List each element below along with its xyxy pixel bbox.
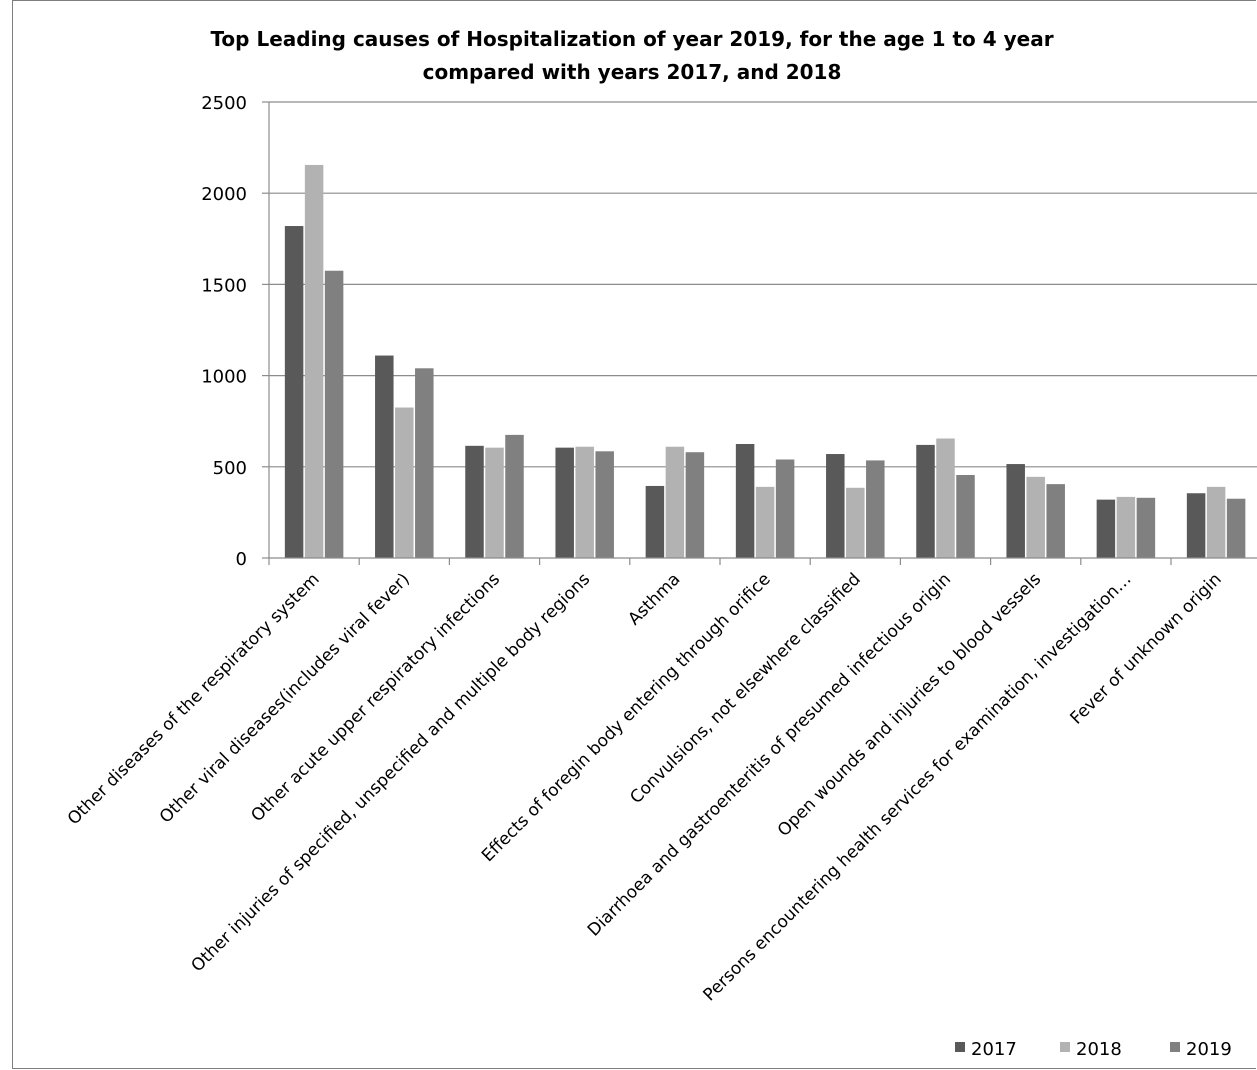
- bar-2019-5: [685, 452, 705, 558]
- gridlines: [262, 101, 1257, 559]
- x-category-label: Asthma: [624, 569, 684, 629]
- legend-swatch-2017: [955, 1042, 965, 1052]
- chart-title-line-2: compared with years 2017, and 2018: [423, 60, 842, 84]
- bar-2018-3: [485, 447, 504, 558]
- y-tick-label: 0: [236, 549, 247, 570]
- legend-swatch-2018: [1060, 1042, 1070, 1052]
- legend-swatch-2019: [1170, 1042, 1180, 1052]
- bar-2017-1: [284, 226, 304, 559]
- x-axis-category-labels: Other diseases of the respiratory system…: [64, 569, 1226, 1005]
- bar-2019-9: [1046, 484, 1065, 558]
- y-tick-label: 500: [213, 458, 247, 479]
- bar-2017-5: [645, 485, 665, 558]
- bar-2017-11: [1186, 493, 1206, 558]
- bar-2018-11: [1206, 486, 1226, 558]
- bar-2018-4: [575, 446, 594, 558]
- bar-2019-1: [324, 270, 344, 558]
- legend-label: 2018: [1076, 1039, 1122, 1060]
- y-axis-tick-labels: 0 500 1000 1500 2000 2500: [201, 93, 247, 570]
- bar-2019-7: [866, 460, 885, 558]
- bar-2017-2: [375, 355, 394, 558]
- bar-2019-8: [956, 475, 975, 558]
- bars: [284, 164, 1246, 559]
- legend-label: 2019: [1186, 1039, 1232, 1060]
- bar-2017-3: [465, 445, 484, 558]
- bar-2017-4: [555, 447, 574, 558]
- chart-frame: [12, 0, 1256, 1069]
- bar-2018-6: [755, 486, 775, 558]
- bar-2018-7: [846, 487, 865, 558]
- x-category-label: Persons encountering health services for…: [700, 569, 1136, 1005]
- bar-2019-11: [1226, 498, 1246, 558]
- bar-2019-3: [505, 434, 524, 558]
- bar-2018-10: [1116, 496, 1136, 558]
- y-tick-label: 2000: [201, 184, 247, 205]
- bar-2017-9: [1006, 464, 1025, 558]
- bar-2018-9: [1026, 476, 1045, 558]
- y-tick-label: 1500: [201, 275, 247, 296]
- bar-2018-1: [304, 164, 324, 559]
- legend-label: 2017: [971, 1039, 1017, 1060]
- x-category-label: Fever of unknown origin: [1066, 569, 1225, 728]
- bar-2019-4: [595, 451, 614, 558]
- y-tick-label: 2500: [201, 93, 247, 114]
- axes: [268, 102, 1257, 565]
- bar-2019-6: [775, 459, 795, 558]
- bar-2019-2: [415, 368, 434, 558]
- bar-2017-8: [916, 444, 935, 558]
- bar-2018-2: [395, 407, 414, 558]
- legend: 2017 2018 2019: [955, 1039, 1232, 1060]
- chart-title: Top Leading causes of Hospitalization of…: [210, 27, 1053, 84]
- y-tick-label: 1000: [201, 367, 247, 388]
- bar-2018-8: [936, 438, 955, 558]
- bar-2017-6: [735, 444, 755, 558]
- bar-2017-10: [1096, 499, 1116, 558]
- bar-2018-5: [665, 446, 685, 558]
- bar-2019-10: [1136, 497, 1156, 558]
- chart-title-line-1: Top Leading causes of Hospitalization of…: [210, 27, 1053, 51]
- bar-2017-7: [826, 454, 845, 558]
